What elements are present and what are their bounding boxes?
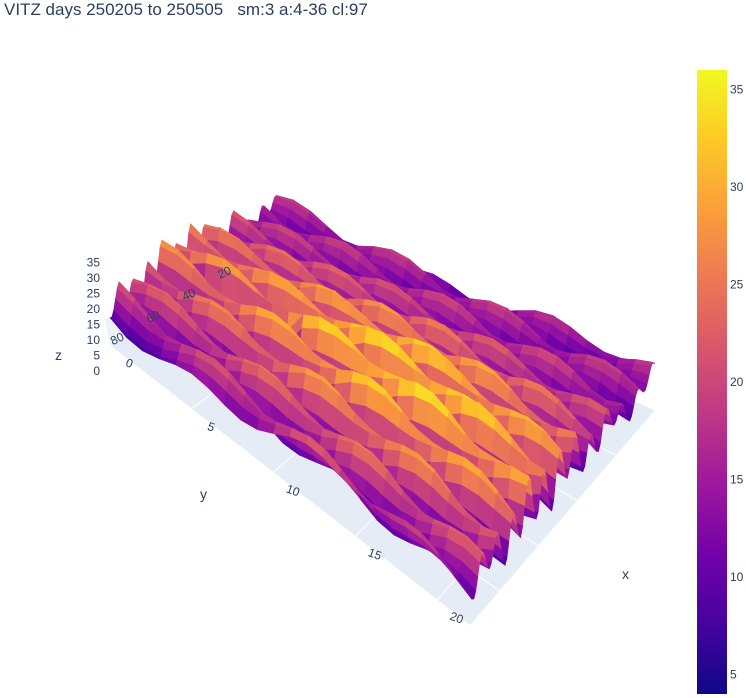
surface-cell: [507, 415, 527, 437]
surface-cell: [286, 372, 306, 390]
z-tick-label: 10: [87, 333, 101, 347]
surface: [109, 194, 656, 600]
surface-cell: [381, 449, 401, 468]
surface-cell: [238, 304, 259, 316]
surface-cell: [358, 277, 378, 286]
z-tick-label: 5: [93, 349, 100, 363]
colorbar-ticks: 5 10 15 20 25 30 35: [730, 83, 744, 682]
y-tick-label: 80: [108, 329, 126, 347]
colorbar: [697, 70, 727, 694]
x-tick-label: 10: [284, 482, 302, 500]
colorbar-tick-label: 35: [730, 83, 744, 97]
surface-cell: [301, 314, 321, 330]
surface-cell: [397, 378, 417, 397]
colorbar-tick-label: 30: [730, 180, 744, 194]
surface-cell: [410, 343, 431, 365]
surface-cell: [251, 269, 271, 285]
z-tick-label: 0: [93, 364, 100, 378]
z-tick-label: 25: [87, 287, 101, 301]
colorbar-tick-label: 5: [730, 668, 737, 682]
z-tick-label: 20: [87, 302, 101, 316]
z-tick-label: 15: [87, 318, 101, 332]
surface-cell: [224, 359, 244, 373]
y-axis-title: y: [200, 486, 207, 502]
surface-cell: [476, 534, 496, 551]
y-tick-label: 20: [216, 263, 234, 281]
surface-cell: [188, 251, 209, 265]
surface-cell: [409, 316, 429, 325]
x-tick-label: 20: [448, 609, 466, 627]
x-tick-label: 5: [206, 419, 217, 435]
surface-cell: [349, 382, 369, 407]
surface-cell: [334, 369, 354, 385]
colorbar-tick-label: 20: [730, 375, 744, 389]
x-tick-label: 15: [366, 545, 384, 563]
x-tick-label: 0: [124, 356, 135, 372]
z-axis-title: z: [55, 347, 62, 363]
y-tick-label: 40: [180, 285, 198, 303]
surface-cell: [453, 573, 473, 600]
z-tick-label: 35: [87, 256, 101, 270]
y-tick-label: 60: [144, 307, 162, 325]
colorbar-tick-label: 25: [730, 278, 744, 292]
chart-title: VITZ days 250205 to 250505 sm:3 a:4-36 c…: [4, 0, 368, 19]
colorbar-tick-label: 10: [730, 570, 744, 584]
x-axis-title: x: [622, 566, 629, 582]
colorbar-tick-label: 15: [730, 473, 744, 487]
z-tick-label: 30: [87, 271, 101, 285]
